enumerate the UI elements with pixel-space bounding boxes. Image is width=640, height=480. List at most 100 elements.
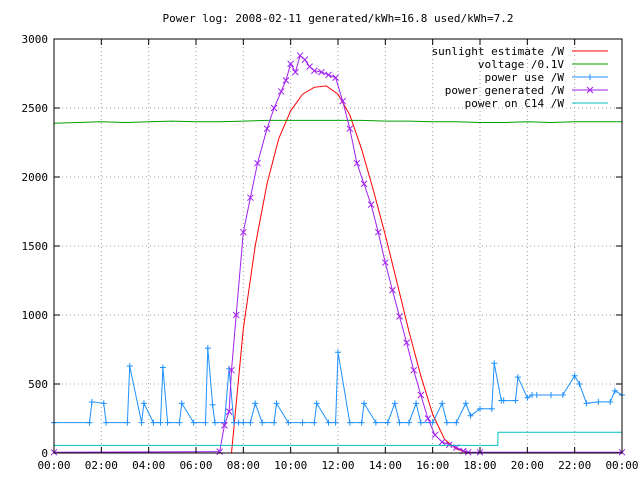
data-point bbox=[204, 345, 211, 352]
y-tick-label: 0 bbox=[41, 447, 48, 460]
data-point bbox=[396, 313, 403, 320]
data-point bbox=[358, 419, 365, 426]
data-point bbox=[100, 400, 107, 407]
series-line bbox=[231, 85, 469, 454]
data-point bbox=[311, 419, 318, 426]
data-point bbox=[410, 366, 418, 374]
legend-label: power use /W bbox=[485, 71, 565, 84]
ticks: 00:00 02:00 04:00 06:00 08:00 10:00 12:00 14:00… bbox=[22, 33, 639, 472]
data-point bbox=[277, 88, 285, 95]
series-power-use-w bbox=[51, 345, 625, 426]
data-point bbox=[252, 400, 259, 407]
data-point bbox=[389, 286, 396, 294]
data-point bbox=[346, 125, 354, 133]
legend-label: voltage /0.1V bbox=[478, 58, 564, 71]
data-point bbox=[287, 60, 295, 68]
data-point bbox=[477, 405, 483, 412]
data-point bbox=[413, 400, 420, 407]
data-point bbox=[164, 419, 171, 426]
y-tick-label: 2500 bbox=[22, 102, 49, 115]
series-voltage-0-1v bbox=[53, 119, 622, 124]
data-point bbox=[443, 419, 450, 426]
data-point bbox=[384, 419, 391, 426]
legend-label: sunlight estimate /W bbox=[432, 45, 565, 58]
data-point bbox=[583, 400, 590, 407]
x-tick-label: 22:00 bbox=[558, 459, 591, 472]
data-point bbox=[157, 419, 164, 426]
data-point bbox=[491, 360, 498, 367]
data-point bbox=[124, 419, 131, 426]
data-point bbox=[88, 398, 95, 405]
data-point bbox=[576, 381, 583, 387]
data-point bbox=[439, 400, 446, 407]
series-line bbox=[53, 119, 622, 124]
data-point bbox=[335, 349, 341, 356]
data-point bbox=[247, 419, 254, 426]
series-sunlight-estimate-w bbox=[231, 85, 469, 454]
data-point bbox=[559, 392, 566, 399]
series-line bbox=[54, 431, 622, 446]
data-point bbox=[587, 74, 593, 80]
data-point bbox=[500, 397, 507, 404]
data-point bbox=[464, 448, 472, 456]
data-point bbox=[453, 419, 460, 426]
data-point bbox=[431, 431, 439, 439]
data-point bbox=[285, 419, 292, 426]
data-point bbox=[417, 391, 425, 399]
data-point bbox=[607, 398, 614, 405]
x-tick-label: 18:00 bbox=[463, 459, 496, 472]
data-point bbox=[353, 159, 361, 167]
data-point bbox=[381, 259, 389, 266]
data-point bbox=[372, 419, 379, 426]
data-point bbox=[126, 363, 133, 370]
data-point bbox=[396, 419, 403, 426]
data-point bbox=[360, 180, 368, 188]
data-point bbox=[332, 419, 339, 426]
data-point bbox=[339, 97, 347, 105]
data-point bbox=[325, 71, 332, 79]
y-tick-label: 1500 bbox=[22, 240, 49, 253]
data-point bbox=[332, 74, 339, 81]
x-tick-label: 02:00 bbox=[85, 459, 118, 472]
x-tick-label: 20:00 bbox=[511, 459, 544, 472]
x-tick-label: 10:00 bbox=[274, 459, 307, 472]
data-point bbox=[318, 68, 325, 76]
data-point bbox=[178, 400, 185, 407]
data-point bbox=[374, 228, 382, 236]
series-line bbox=[54, 348, 623, 424]
data-point bbox=[282, 77, 290, 84]
data-point bbox=[313, 400, 320, 407]
x-tick-label: 12:00 bbox=[321, 459, 354, 472]
x-tick-label: 16:00 bbox=[416, 459, 449, 472]
data-point bbox=[586, 86, 594, 94]
data-point bbox=[571, 372, 578, 379]
data-point bbox=[86, 419, 93, 426]
y-tick-label: 1000 bbox=[22, 309, 49, 322]
series-power-on-c14-w bbox=[54, 431, 622, 446]
data-point bbox=[595, 398, 602, 405]
legend-label: power generated /W bbox=[445, 84, 565, 97]
data-point bbox=[514, 374, 521, 381]
data-point bbox=[159, 364, 166, 371]
data-point bbox=[611, 387, 618, 394]
data-point bbox=[524, 394, 531, 401]
data-point bbox=[254, 159, 261, 167]
data-point bbox=[240, 419, 247, 426]
data-point bbox=[488, 405, 495, 412]
data-point bbox=[438, 438, 446, 446]
data-point bbox=[270, 104, 278, 112]
data-point bbox=[228, 366, 235, 374]
y-tick-label: 500 bbox=[28, 378, 48, 391]
data-point bbox=[271, 419, 278, 426]
data-point bbox=[429, 419, 436, 426]
data-point bbox=[140, 400, 147, 407]
data-point bbox=[391, 400, 398, 407]
data-point bbox=[263, 125, 271, 133]
data-point bbox=[190, 419, 197, 426]
data-point bbox=[299, 419, 306, 426]
data-point bbox=[548, 392, 554, 399]
data-point bbox=[361, 400, 368, 407]
data-point bbox=[462, 400, 469, 407]
data-point bbox=[209, 401, 216, 408]
